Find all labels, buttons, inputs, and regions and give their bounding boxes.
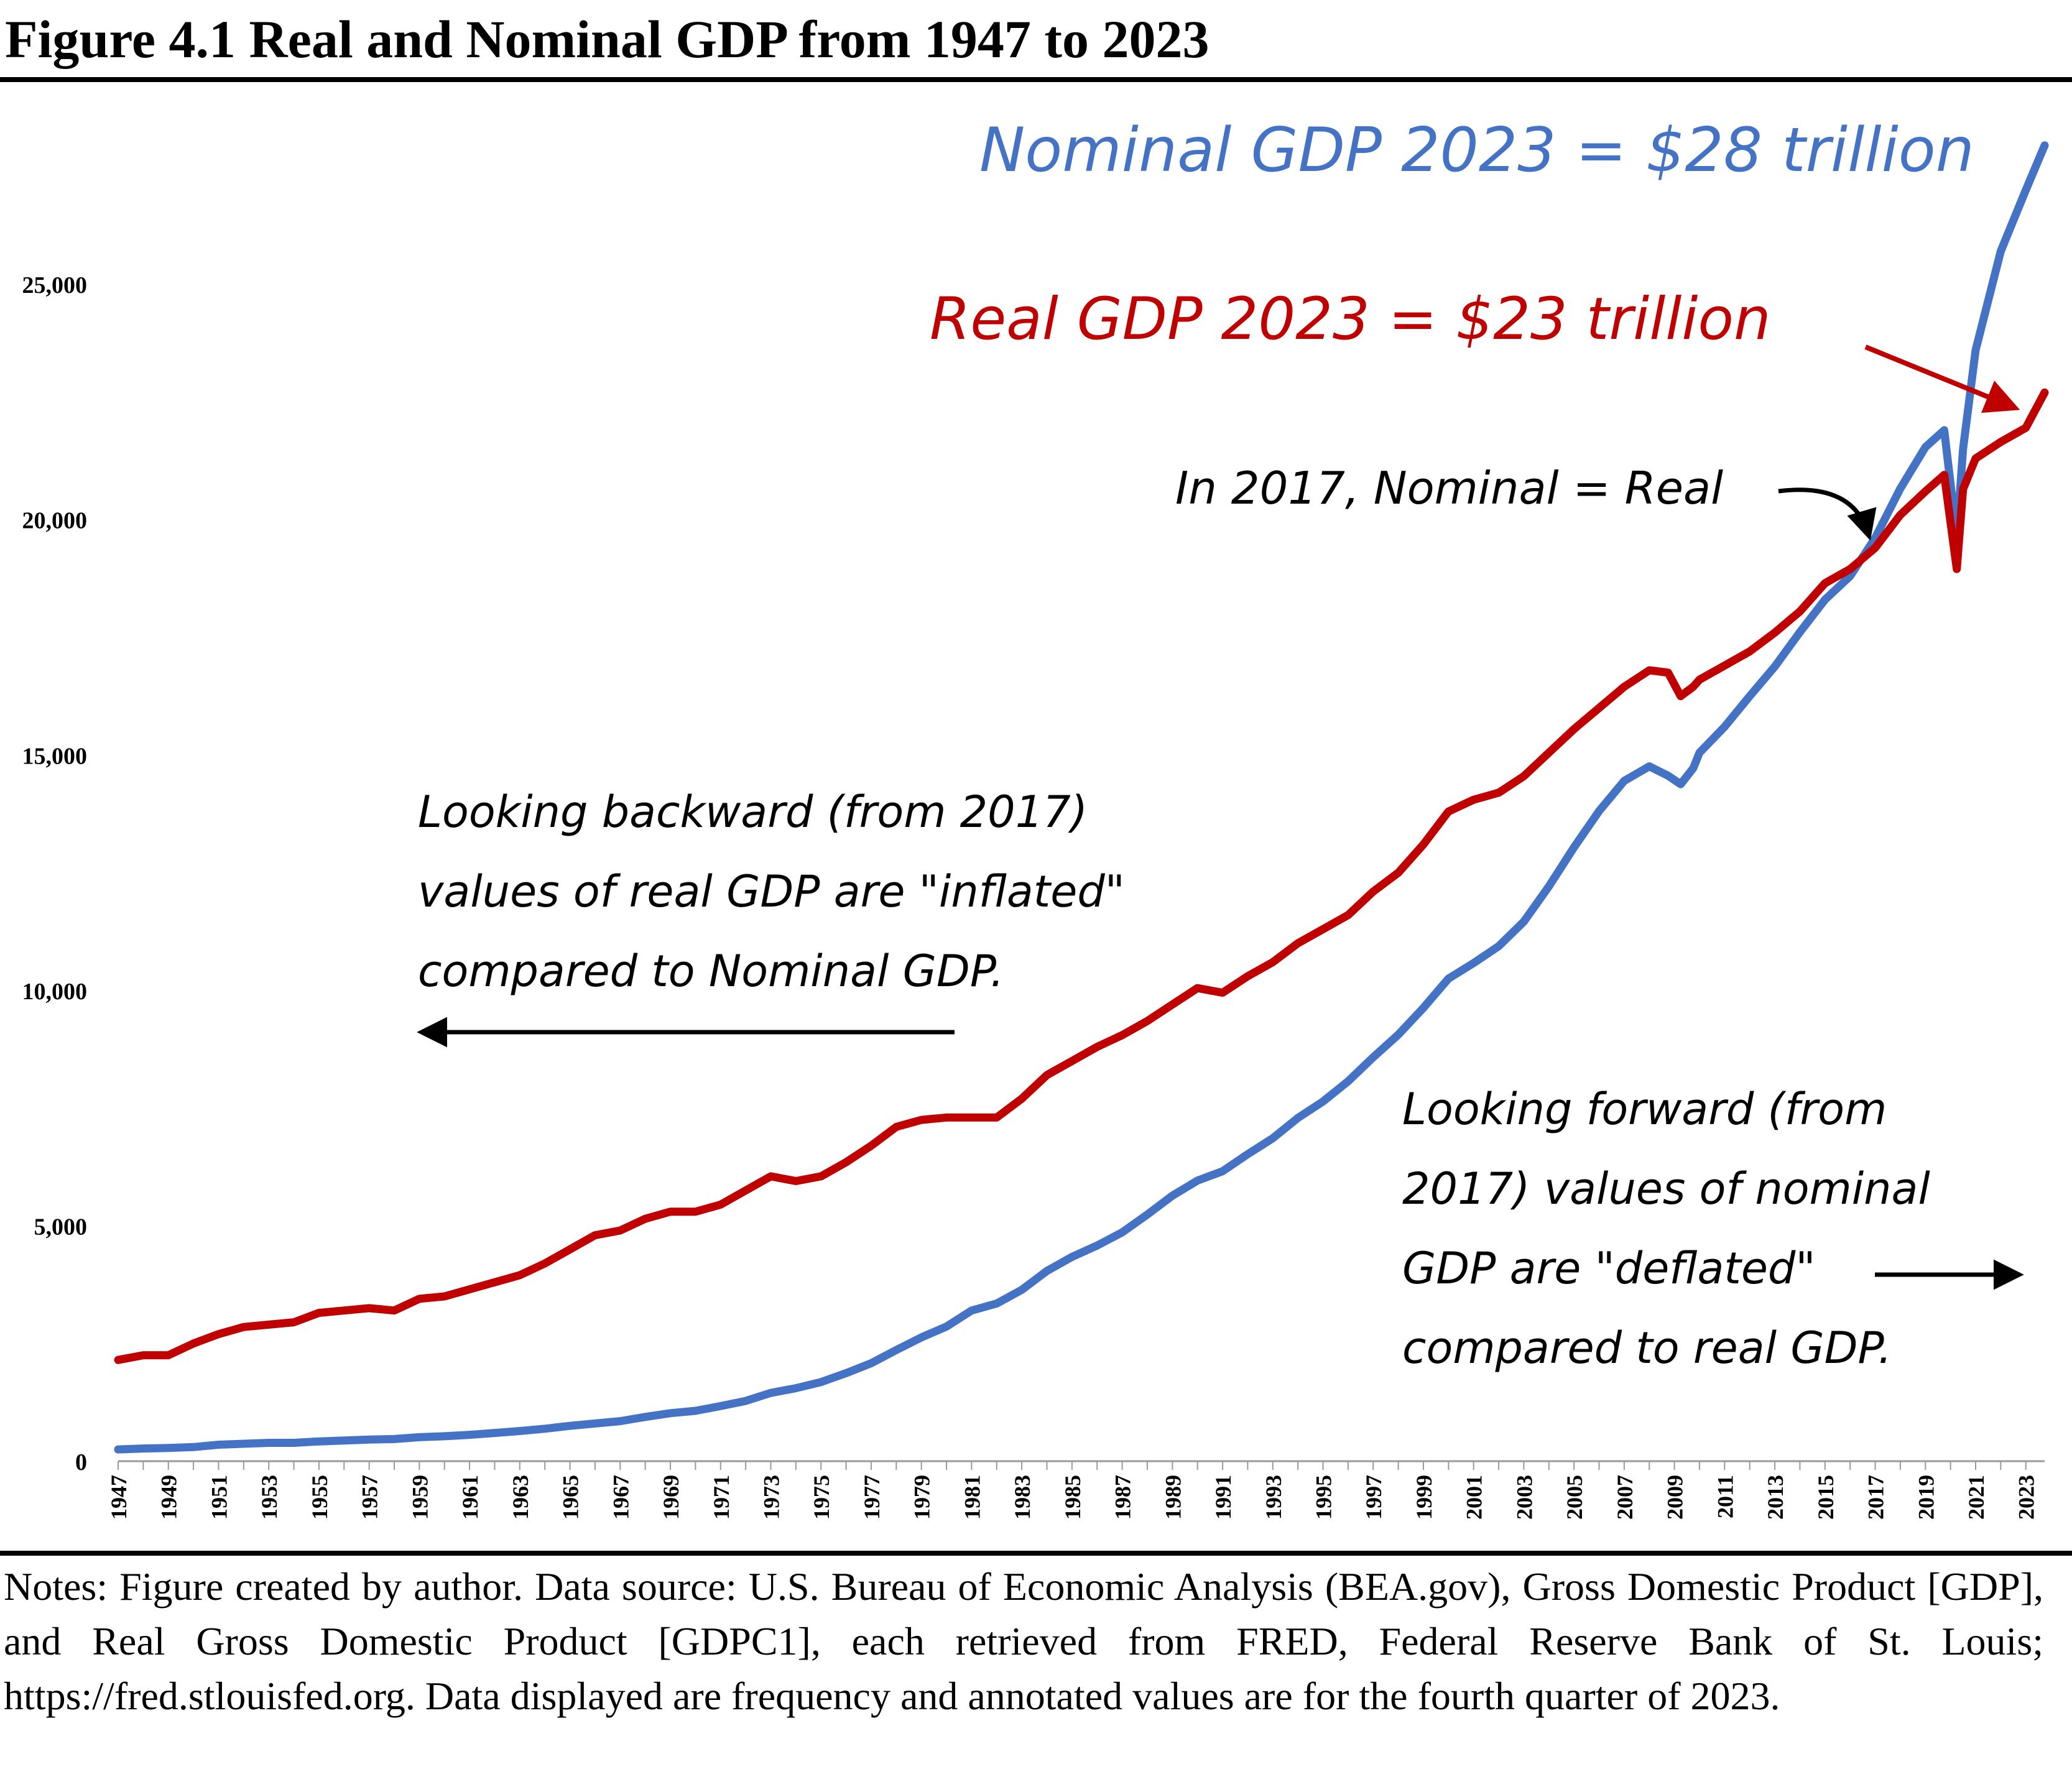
forward-line-4: compared to real GDP.: [1402, 1323, 1892, 1374]
x-tick-label: 1963: [508, 1475, 533, 1520]
forward-line-1: Looking forward (from: [1402, 1084, 1887, 1135]
x-tick-label: 1947: [106, 1475, 131, 1520]
x-tick-label: 1981: [960, 1475, 984, 1520]
y-tick-label: 15,000: [22, 743, 88, 769]
real-2023-arrow: [1864, 344, 2020, 413]
x-axis: 1947 1949 1951 1953 1955 1957 1959 1961 1963 1965…: [106, 1460, 2045, 1520]
x-tick-label: 1953: [257, 1475, 282, 1520]
bottom-rule: [0, 1551, 2072, 1556]
x-tick-label: 2003: [1512, 1475, 1537, 1520]
forward-line-3: GDP are "deflated": [1402, 1243, 1816, 1294]
x-tick-label: 1957: [358, 1475, 382, 1520]
x-tick-label: 2023: [2014, 1475, 2039, 1520]
x-tick-label: 1979: [910, 1475, 935, 1520]
x-tick-label: 1971: [709, 1475, 734, 1520]
backward-line-1: Looking backward (from 2017): [418, 787, 1088, 838]
x-tick-label: 1993: [1261, 1475, 1286, 1520]
top-rule: [0, 77, 2072, 82]
y-tick-label: 20,000: [22, 508, 88, 534]
y-tick-label: 25,000: [22, 272, 88, 298]
x-tick-label: 1961: [458, 1475, 483, 1520]
x-tick-label: 1969: [659, 1475, 683, 1520]
nominal-2023-annotation: Nominal GDP 2023 = $28 trillion: [979, 115, 1974, 186]
x-tick-label: 1967: [608, 1475, 633, 1520]
x-tick-label: 1983: [1010, 1475, 1035, 1520]
y-tick-label: 10,000: [22, 979, 88, 1005]
x-tick-label: 1991: [1211, 1475, 1236, 1520]
x-tick-label: 2001: [1462, 1475, 1487, 1520]
x-tick-label: 2011: [1713, 1475, 1737, 1518]
x-tick-label: 2013: [1763, 1475, 1788, 1520]
forward-annotation: Looking forward (from 2017) values of no…: [1402, 1084, 1930, 1374]
x-tick-label: 1955: [307, 1475, 332, 1520]
equal-2017-annotation: In 2017, Nominal = Real: [1175, 462, 1723, 514]
x-tick-label: 1965: [558, 1475, 583, 1520]
backward-line-3: compared to Nominal GDP.: [418, 946, 1004, 997]
x-tick-label: 1997: [1361, 1475, 1386, 1520]
x-tick-label: 1977: [859, 1475, 884, 1520]
x-tick-label: 1989: [1160, 1475, 1185, 1520]
x-tick-label: 1951: [206, 1475, 231, 1520]
y-tick-label: 5,000: [34, 1214, 88, 1240]
x-tick-label: 1949: [157, 1475, 182, 1520]
real-2023-annotation: Real GDP 2023 = $23 trillion: [930, 285, 1771, 353]
x-tick-label: 1973: [759, 1475, 784, 1520]
x-tick-label: 2017: [1864, 1475, 1889, 1520]
x-tick-label: 1959: [407, 1475, 432, 1520]
equal-2017-arrow: [1778, 487, 1877, 541]
x-tick-label: 1975: [809, 1475, 834, 1520]
x-tick-label: 2021: [1964, 1475, 1989, 1520]
x-tick-label: 2015: [1813, 1475, 1838, 1520]
x-tick-label: 1999: [1412, 1475, 1436, 1520]
figure-title: Figure 4.1 Real and Nominal GDP from 194…: [5, 9, 1209, 69]
x-tick-label: 1995: [1311, 1475, 1336, 1520]
x-tick-label: 2019: [1913, 1475, 1938, 1520]
figure-notes: Notes: Figure created by author. Data so…: [4, 1564, 2043, 1718]
x-tick-label: 2007: [1612, 1475, 1637, 1520]
backward-line-2: values of real GDP are "inflated": [418, 866, 1125, 917]
x-tick-label: 2005: [1562, 1475, 1587, 1520]
y-axis: 0 5,000 10,000 15,000 20,000 25,000: [22, 272, 88, 1475]
backward-annotation: Looking backward (from 2017) values of r…: [418, 787, 1125, 997]
forward-line-2: 2017) values of nominal: [1402, 1163, 1930, 1214]
x-tick-label: 1985: [1060, 1475, 1085, 1520]
nominal-gdp-line: [114, 141, 2049, 1454]
real-gdp-line: [114, 388, 2049, 1364]
series-layer: [114, 141, 2049, 1454]
x-tick-label: 1987: [1111, 1475, 1135, 1520]
y-tick-label: 0: [75, 1449, 87, 1475]
x-tick-label: 2009: [1663, 1475, 1688, 1520]
